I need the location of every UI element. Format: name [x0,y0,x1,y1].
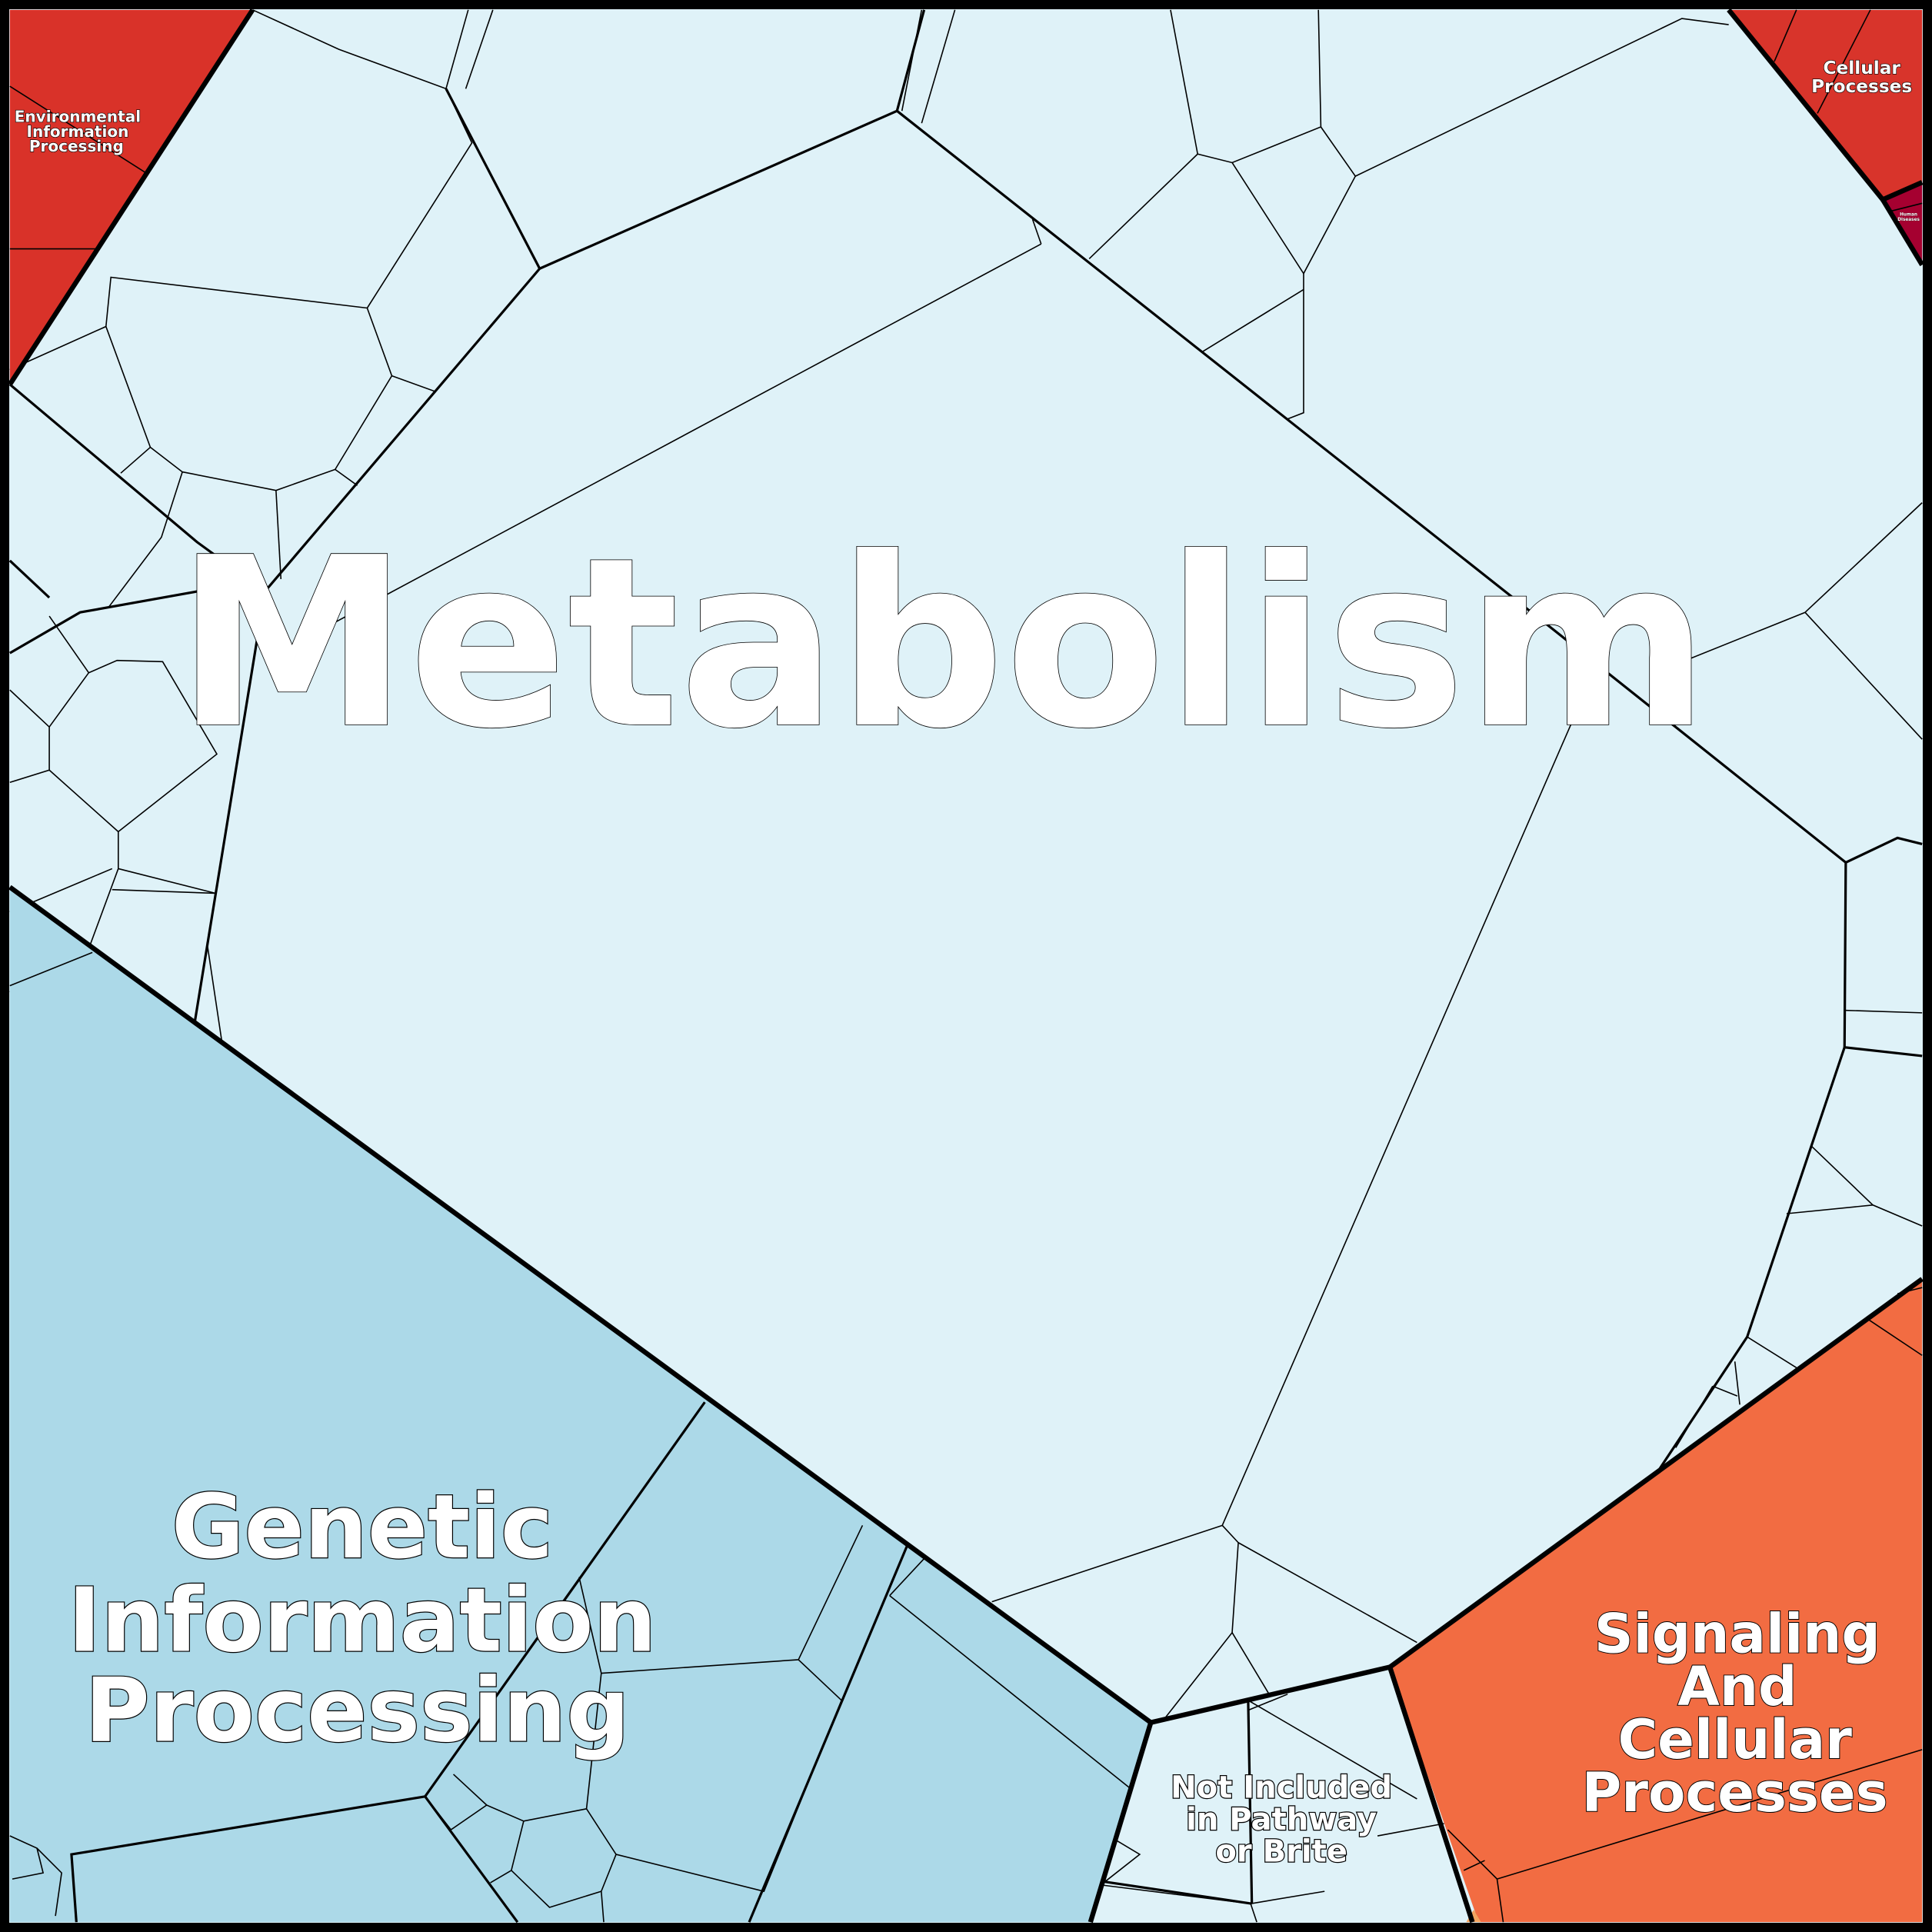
label-signaling-and-cellular-processes: Signaling And Cellular Processes [1581,1601,1889,1825]
label-line: or Brite [1215,1834,1347,1870]
region-signaling-and-cellular-processes [1390,1278,1923,1923]
label-metabolism: Metabolism [175,507,1709,780]
label-line: in Pathway [1186,1802,1377,1837]
metabolism-cells [9,9,1923,1923]
label-line: Information [27,122,129,141]
label-line: Environmental [15,108,141,126]
label-line: Signaling [1594,1602,1880,1665]
label-line: Genetic [172,1476,553,1579]
label-not-included: Not Included in Pathway or Brite [1170,1769,1393,1870]
label-environmental-information-processing: Environmental Information Processing [14,107,142,156]
label-cellular-processes: Cellular Processes [1810,57,1912,97]
label-line: Processing [29,137,124,155]
top-level-borders [8,8,1924,1924]
label-line: Not Included [1171,1770,1392,1805]
label-line: Human [1900,212,1917,217]
region-cellular-processes [1728,9,1923,200]
label-human-diseases: Human Diseases [1897,212,1920,222]
label-line: Processes [1582,1761,1888,1824]
genetic-cells [9,951,1132,1924]
label-line: And [1677,1655,1797,1718]
region-genetic-information-processing [9,887,1151,1923]
label-genetic-information-processing: Genetic Information Processing [67,1475,658,1764]
label-line: Processes [1811,76,1912,97]
label-line: Diseases [1897,218,1920,222]
label-line: Processing [85,1660,630,1763]
label-line: Information [68,1570,656,1673]
metabolism-major-borders [8,9,1923,1905]
label-line: Cellular [1617,1708,1852,1771]
label-line: Cellular [1824,58,1901,78]
